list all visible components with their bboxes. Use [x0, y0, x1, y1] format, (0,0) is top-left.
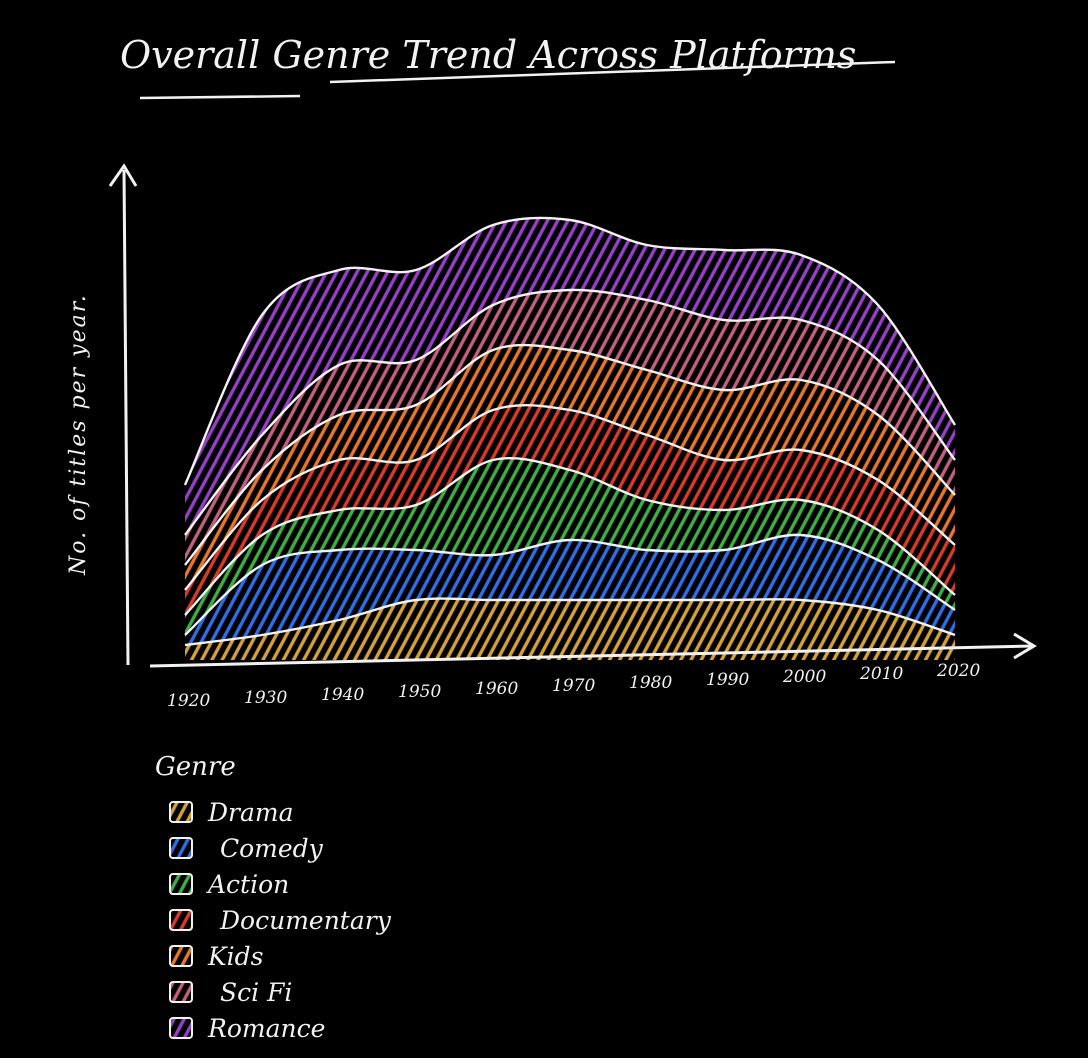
legend-label-romance: Romance	[207, 1014, 325, 1043]
legend-title: Genre	[155, 752, 236, 782]
x-tick-1980: 1980	[629, 673, 672, 693]
x-tick-1990: 1990	[706, 670, 749, 690]
legend-label-action: Action	[206, 870, 289, 899]
x-axis-arrow-icon	[1013, 632, 1037, 660]
legend-swatch-kids	[169, 945, 193, 967]
legend-swatch-comedy	[169, 837, 193, 859]
legend-swatch-sci-fi	[169, 981, 193, 1003]
legend-label-drama: Drama	[207, 798, 294, 827]
x-tick-labels: 1920 1930 1940 1950 1960 1970 1980 1990 2000 2010…	[167, 661, 980, 711]
title-underline-left	[139, 94, 301, 100]
chart-title: Overall Genre Trend Across Platforms	[120, 33, 856, 77]
boundary-comedy	[184, 533, 956, 636]
boundary-romance	[183, 216, 957, 486]
boundary-kids	[184, 343, 956, 566]
x-tick-1920: 1920	[167, 691, 210, 711]
y-axis-line	[122, 169, 130, 666]
y-axis-label: No. of titles per year.	[66, 293, 91, 576]
area-romance	[185, 217, 955, 535]
legend-swatch-drama	[169, 801, 193, 823]
x-tick-2000: 2000	[782, 667, 826, 687]
area-layers	[183, 216, 957, 660]
boundary-drama	[184, 597, 956, 647]
area-drama	[185, 598, 955, 660]
boundary-sci-fi	[184, 288, 956, 536]
x-tick-1970: 1970	[552, 676, 595, 696]
boundary-documentary	[184, 404, 956, 591]
legend-label-sci-fi: Sci Fi	[220, 978, 292, 1007]
legend-label-documentary: Documentary	[219, 906, 392, 935]
area-comedy	[185, 534, 955, 645]
x-tick-1930: 1930	[244, 688, 287, 708]
area-kids	[185, 345, 955, 590]
area-action	[185, 458, 955, 635]
axes	[108, 163, 1037, 668]
legend-label-comedy: Comedy	[220, 834, 324, 863]
legend-swatch-romance	[169, 1017, 193, 1039]
area-documentary	[185, 405, 955, 615]
title-underline-right	[329, 60, 896, 84]
x-tick-1940: 1940	[321, 685, 364, 705]
area-sci-fi	[185, 289, 955, 565]
boundary-action	[184, 456, 956, 616]
y-axis-arrow-icon	[108, 163, 138, 187]
legend: Genre Drama Comedy Action Documentary Kids Sc…	[155, 752, 392, 1043]
x-tick-1960: 1960	[475, 679, 518, 699]
x-tick-2010: 2010	[859, 664, 903, 684]
legend-swatch-documentary	[169, 909, 193, 931]
legend-label-kids: Kids	[207, 942, 264, 971]
x-axis-line	[149, 644, 1033, 668]
legend-swatch-action	[169, 873, 193, 895]
x-tick-1950: 1950	[398, 682, 441, 702]
x-tick-2020: 2020	[936, 661, 980, 681]
